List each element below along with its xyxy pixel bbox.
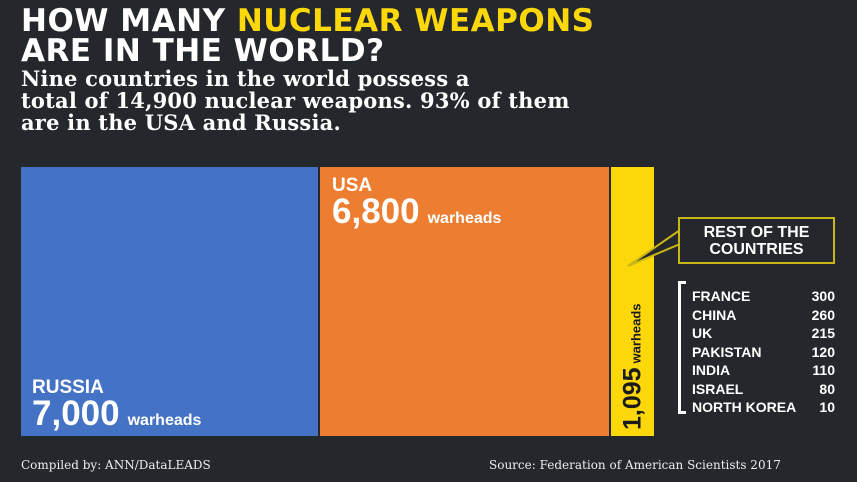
russia-name: RUSSIA (32, 377, 104, 398)
title-highlight: NUCLEAR WEAPONS (236, 3, 595, 39)
rest-country-list: FRANCE 300 CHINA 260 UK 215 PAKISTAN 120 IND… (692, 287, 835, 417)
russia-value: 7,000 (32, 394, 120, 433)
country-name: ISRAEL (692, 380, 744, 397)
russia-label: RUSSIA 7,000 warheads (32, 378, 201, 438)
callout-line2: COUNTRIES (709, 241, 804, 258)
usa-unit: warheads (427, 210, 502, 227)
country-value: 300 (811, 288, 835, 304)
usa-label: USA 6,800 warheads (332, 176, 501, 236)
rest-callout: REST OF THE COUNTRIES (678, 217, 835, 264)
country-name: CHINA (692, 306, 737, 323)
rest-block: 1,095 warheads (611, 167, 654, 436)
page-title: HOW MANY NUCLEAR WEAPONS ARE IN THE WORL… (21, 3, 595, 69)
country-name: PAKISTAN (692, 343, 762, 360)
country-value: 260 (811, 306, 835, 323)
usa-name: USA (332, 175, 373, 196)
list-item: INDIA 110 (692, 361, 835, 380)
list-item: UK 215 (692, 324, 835, 343)
subtitle-line: Nine countries in the world possess a (21, 66, 470, 91)
subtitle-line: are in the USA and Russia. (21, 110, 341, 135)
list-item: FRANCE 300 (692, 287, 835, 306)
list-item: ISRAEL 80 (692, 380, 835, 399)
callout-line1: REST OF THE (703, 224, 810, 241)
russia-block: RUSSIA 7,000 warheads (21, 167, 318, 436)
usa-value: 6,800 (332, 192, 420, 231)
country-value: 80 (819, 380, 835, 397)
title-line2: ARE IN THE WORLD? (21, 33, 385, 69)
rest-value: 1,095 (618, 367, 646, 430)
country-value: 10 (819, 399, 835, 415)
country-name: UK (692, 325, 713, 341)
country-value: 215 (811, 325, 835, 341)
list-bracket-icon (678, 281, 686, 414)
country-name: NORTH KOREA (692, 399, 797, 415)
list-item: NORTH KOREA 10 (692, 398, 835, 417)
rest-unit: warheads (628, 303, 643, 364)
country-value: 110 (812, 362, 835, 378)
country-value: 120 (811, 343, 835, 360)
rest-label: 1,095 warheads (611, 170, 654, 430)
compiled-by: Compiled by: ANN/DataLEADS (21, 458, 211, 472)
callout-pointer-icon (627, 230, 681, 267)
list-item: PAKISTAN 120 (692, 343, 835, 362)
subtitle-line: total of 14,900 nuclear weapons. 93% of … (21, 88, 570, 113)
usa-block: USA 6,800 warheads (320, 167, 609, 436)
country-name: FRANCE (692, 288, 751, 304)
list-item: CHINA 260 (692, 306, 835, 325)
subtitle: Nine countries in the world possess a to… (21, 68, 570, 134)
title-part1: HOW MANY (21, 3, 237, 39)
source-credit: Source: Federation of American Scientist… (489, 458, 781, 472)
country-name: INDIA (692, 362, 731, 378)
russia-unit: warheads (127, 412, 202, 429)
